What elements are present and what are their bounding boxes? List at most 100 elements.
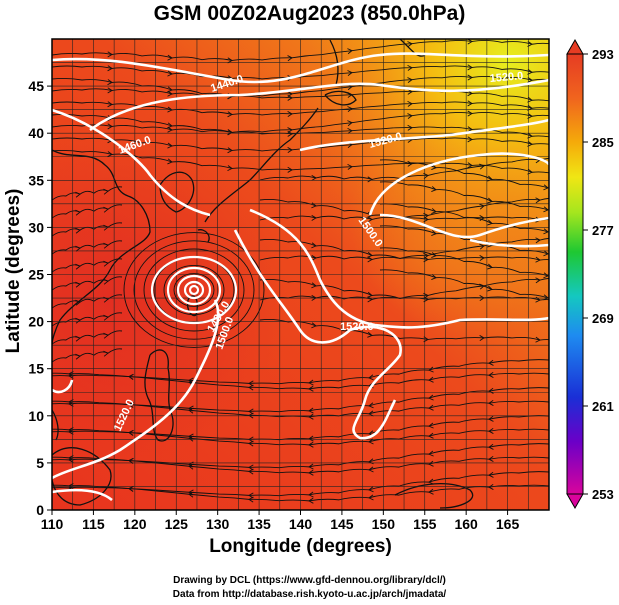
colorbar: 293 285 277 269 261 253 [566,38,614,510]
streamline-arrow [75,299,81,306]
x-tick-label: 135 [247,516,271,532]
x-tick-label: 150 [372,516,396,532]
streamline-arrow [467,110,473,117]
y-tick-label: 30 [28,219,44,235]
streamline-arrow [68,483,74,489]
streamline [52,330,123,345]
streamline-arrow [367,216,373,223]
streamline-arrow [188,491,194,498]
x-tick-label: 145 [330,516,354,532]
streamline-arrow [487,197,493,204]
streamline-arrow [527,140,533,147]
streamline-arrow [188,435,194,442]
x-tick-label: 140 [289,516,313,532]
streamline-arrow [367,296,373,303]
x-tick-label: 120 [123,516,147,532]
streamline-arrow [543,250,549,257]
streamline-arrow [107,51,113,58]
typhoon-streamline [173,273,215,307]
streamline [52,77,549,102]
streamline-arrow [527,132,533,139]
streamline [52,149,549,174]
streamline [259,237,549,261]
streamline [52,204,123,219]
streamline-arrow [428,460,434,467]
streamline-arrow [107,79,113,86]
streamline-arrow [227,165,233,172]
credit-data: Data from http://database.rish.kyoto-u.a… [172,589,447,600]
streamline-arrow [308,385,314,392]
streamline [52,428,549,446]
streamline-arrow [248,408,254,415]
streamline-arrow [535,237,541,244]
streamline [52,113,549,138]
typhoon-streamline [143,248,245,332]
streamline [52,65,549,80]
streamline-arrow [467,162,473,169]
x-tick-label: 115 [82,516,105,532]
streamline-arrow [527,68,533,75]
streamline-arrow [467,100,473,107]
streamline-arrow [75,353,81,360]
streamline-arrow [428,376,434,383]
streamline [379,225,549,255]
streamline-arrow [308,379,314,386]
x-tick-label: 160 [454,516,478,532]
streamline-arrow [488,428,494,434]
streamline-arrow [488,372,494,378]
streamline-arrow [68,455,74,461]
streamline-arrow [75,317,81,324]
streamline-arrow [347,91,353,98]
streamline-arrow [368,494,374,501]
streamline-arrow [535,336,541,343]
streamline-arrow [527,96,533,103]
streamline-arrow [75,335,81,342]
typhoon-streamline [123,232,265,348]
streamline-arrow [479,243,485,250]
streamline-arrow [367,256,373,263]
streamline-arrow [487,219,493,226]
streamline-arrow [347,48,353,55]
streamline-arrow [107,123,113,130]
y-axis-label: Latitude (degrees) [3,188,24,354]
streamline [259,157,549,181]
colorbar-tick-label: 285 [592,135,614,150]
streamline-arrow [347,70,353,76]
streamline-arrow [167,54,173,61]
streamline-arrow [431,208,437,214]
streamline [52,484,549,502]
streamline-arrow [188,407,194,414]
streamline-arrow [107,65,113,72]
streamline-arrow [423,336,429,343]
x-tick-label: 155 [413,516,437,532]
streamline-arrow [311,174,317,181]
streamline-arrow [311,214,317,221]
x-tick-label: 165 [496,516,520,532]
streamline-arrow [428,488,434,495]
typhoon-streamline [133,240,255,340]
streamline-arrow [308,413,314,420]
streamline-arrow [188,463,194,470]
streamline [52,276,123,291]
streamline [52,372,549,390]
y-tick-label: 10 [28,408,44,424]
streamline-arrow [308,407,314,414]
streamline [379,203,549,233]
streamline-arrow [128,374,134,380]
streamline-arrow [367,251,373,258]
streamline-arrow [347,127,353,134]
streamline-arrow [431,230,437,236]
y-tick-label: 35 [28,172,44,188]
streamline-arrow [167,106,173,113]
streamline-arrow [479,255,485,261]
streamline-arrow [107,115,113,122]
streamline-arrow [103,242,109,249]
streamline-arrow [431,186,437,192]
streamline-arrow [103,332,109,339]
streamline-arrow [248,380,254,387]
streamline-arrow [287,147,293,153]
colorbar-tick-label: 293 [592,47,614,62]
streamline-arrow [347,120,353,127]
streamline-arrow [367,331,373,338]
